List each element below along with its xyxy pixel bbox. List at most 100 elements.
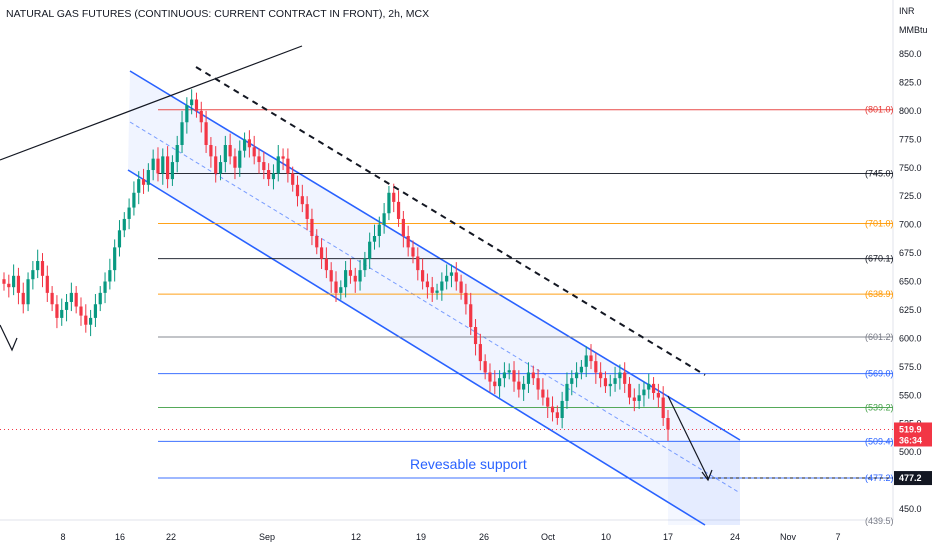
candle-body [372, 236, 377, 242]
x-tick-label: Sep [259, 532, 275, 542]
candle-body [526, 372, 531, 384]
level-label: (601.2) [865, 332, 894, 342]
candle-body [262, 162, 266, 171]
candle-body [339, 287, 343, 293]
candle-body [300, 196, 304, 205]
y-tick-label: 500.0 [899, 447, 922, 457]
candle-body [411, 247, 415, 257]
grid [0, 0, 894, 521]
level-label: (439.5) [865, 516, 894, 526]
level-label: (569.0) [865, 369, 894, 379]
x-tick-label: 12 [351, 532, 361, 542]
candle-body [286, 158, 290, 174]
candle-body [122, 218, 126, 231]
y-tick-label: 850.0 [899, 49, 922, 59]
long-trendline [0, 45, 303, 161]
y-tick-label: 700.0 [899, 220, 922, 230]
x-tick-label: 16 [115, 532, 125, 542]
candle-body [141, 179, 146, 185]
candle-body [531, 372, 535, 379]
down-arrow-left [0, 324, 18, 352]
candle-body [358, 270, 362, 282]
candle-body [214, 156, 218, 174]
candle-body [324, 258, 328, 271]
candle-body [647, 383, 651, 390]
candle-body [204, 122, 208, 145]
candle-body [522, 383, 526, 390]
candle-body [488, 372, 492, 382]
candle-body [267, 170, 271, 180]
candle-body [74, 292, 78, 307]
level-label: (509.4) [865, 436, 894, 446]
candle-body [392, 192, 396, 202]
candle-body [218, 162, 223, 174]
candle-body [493, 381, 497, 387]
candle-body [555, 412, 559, 418]
candle-body [344, 270, 348, 288]
candle-body [497, 378, 502, 387]
candle-body [353, 275, 357, 282]
price-tags: 519.936:34 477.2 [894, 422, 932, 486]
candle-body [627, 383, 632, 398]
candle-body [185, 105, 189, 123]
candle-body [507, 370, 511, 373]
candle-body [329, 270, 333, 282]
candle-body [93, 304, 98, 318]
candle-body [363, 258, 367, 271]
candle-body [194, 99, 199, 111]
candle-body [233, 156, 237, 168]
y-tick-label: 600.0 [899, 333, 922, 343]
countdown-value: 36:34 [899, 435, 922, 445]
candle-body [180, 122, 184, 145]
candle-body [190, 99, 194, 106]
candle-body [228, 145, 232, 157]
candle-body [7, 283, 11, 288]
candle-body [31, 270, 35, 280]
candle-body [161, 156, 165, 174]
candle-body [242, 139, 247, 151]
unit-measure: MMBtu [899, 25, 928, 35]
level-label: (539.2) [865, 403, 894, 413]
candle-body [257, 156, 261, 163]
y-tick-label: 450.0 [899, 504, 922, 514]
candle-body [310, 218, 314, 236]
candle-body [618, 372, 622, 379]
candle-body [517, 381, 521, 390]
regression-channel [127, 70, 741, 526]
candle-body [594, 361, 598, 373]
candle-body [26, 279, 30, 305]
annotation-revesable-support: Revesable support [410, 456, 527, 472]
support-price-tag [894, 471, 932, 486]
candle-body [199, 110, 203, 123]
candle-body [113, 247, 117, 271]
candle-body [623, 372, 627, 384]
candle-body [502, 372, 507, 379]
candle-body [382, 213, 386, 225]
candle-body [632, 397, 636, 401]
candle-body [45, 275, 49, 293]
x-tick-label: 17 [663, 532, 673, 542]
x-tick-label: Nov [780, 532, 797, 542]
y-tick-label: 650.0 [899, 277, 922, 287]
candles [2, 89, 670, 441]
projection-arrow-line [667, 395, 709, 479]
candle-body [642, 389, 646, 396]
candle-body [661, 397, 665, 418]
candle-body [156, 158, 160, 174]
candle-body [146, 170, 150, 185]
x-axis: 8 16 22 Sep 12 19 26 Oct 10 17 24 Nov 7 [60, 532, 840, 542]
candle-body [305, 204, 309, 219]
candle-body [151, 158, 155, 171]
candle-body [319, 247, 324, 259]
candle-body [589, 355, 593, 362]
candle-body [603, 378, 608, 387]
candle-body [108, 270, 112, 282]
candle-body [459, 281, 463, 293]
candle-body [60, 309, 64, 318]
candle-body [252, 147, 256, 157]
candle-body [50, 292, 54, 305]
candle-body [132, 192, 136, 208]
candle-body [435, 290, 439, 293]
channel-upper-line [129, 70, 741, 441]
